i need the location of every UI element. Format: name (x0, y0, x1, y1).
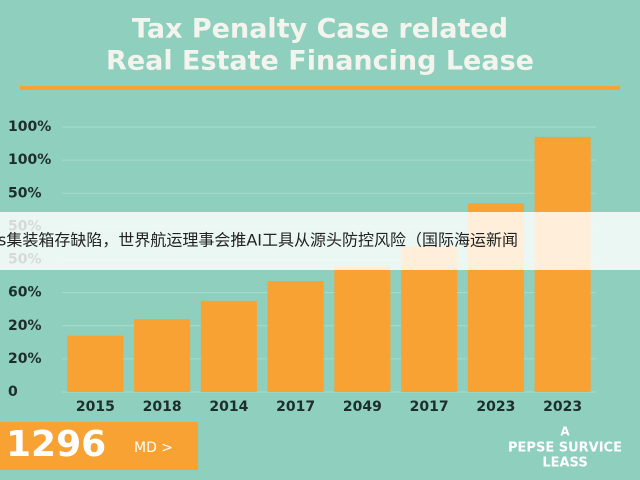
x-tick-label: 2014 (209, 399, 248, 415)
footer-box (0, 422, 198, 470)
y-tick-label: 100% (8, 119, 51, 135)
footer-side: PEPSE SURVICE (508, 441, 622, 456)
bar (134, 319, 191, 392)
bar (67, 335, 124, 392)
y-tick-label: 20% (8, 351, 42, 367)
bar (334, 266, 391, 392)
title-rule (20, 86, 620, 90)
footer-side: LEASS (542, 456, 587, 471)
x-tick-label: 2017 (276, 399, 315, 415)
y-tick-label: 50% (8, 185, 42, 201)
bar (401, 246, 458, 392)
footer-number: 1296 (6, 424, 106, 465)
banner-bg (0, 212, 640, 270)
chart-title: Real Estate Financing Lease (106, 46, 534, 77)
y-tick-label: 0 (8, 384, 18, 400)
footer-side: A (560, 425, 570, 439)
banner-text: s集装箱存缺陷，世界航运理事会推AI工具从源头防控风险（国际海运新闻 (0, 231, 518, 250)
y-tick-label: 60% (8, 285, 42, 301)
x-tick-label: 2017 (410, 399, 449, 415)
y-tick-label: 100% (8, 152, 51, 168)
x-tick-label: 2049 (343, 399, 382, 415)
chart-title: Tax Penalty Case related (132, 14, 508, 45)
bar (200, 300, 257, 392)
footer-unit: MD > (134, 440, 173, 456)
y-tick-label: 20% (8, 318, 42, 334)
x-tick-label: 2015 (76, 399, 115, 415)
x-tick-label: 2023 (476, 399, 515, 415)
bar (267, 281, 324, 392)
x-tick-label: 2023 (543, 399, 582, 415)
x-tick-label: 2018 (143, 399, 182, 415)
